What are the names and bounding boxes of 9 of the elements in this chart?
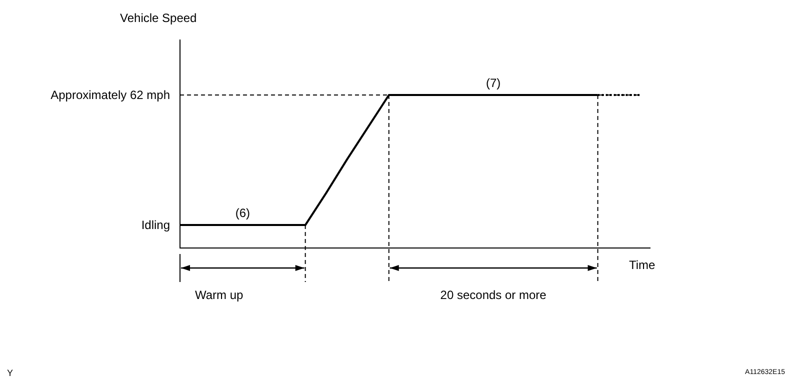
x-axis-title: Time bbox=[629, 258, 656, 272]
text: (7) bbox=[486, 76, 501, 90]
text: Warm up bbox=[195, 288, 244, 302]
ref-line-label: Approximately 62 mph bbox=[50, 88, 170, 102]
text: Idling bbox=[141, 218, 170, 232]
annotation: (6) bbox=[235, 206, 250, 220]
text: Vehicle Speed bbox=[120, 11, 197, 25]
text: 20 seconds or more bbox=[440, 288, 546, 302]
text: Y bbox=[7, 367, 14, 380]
